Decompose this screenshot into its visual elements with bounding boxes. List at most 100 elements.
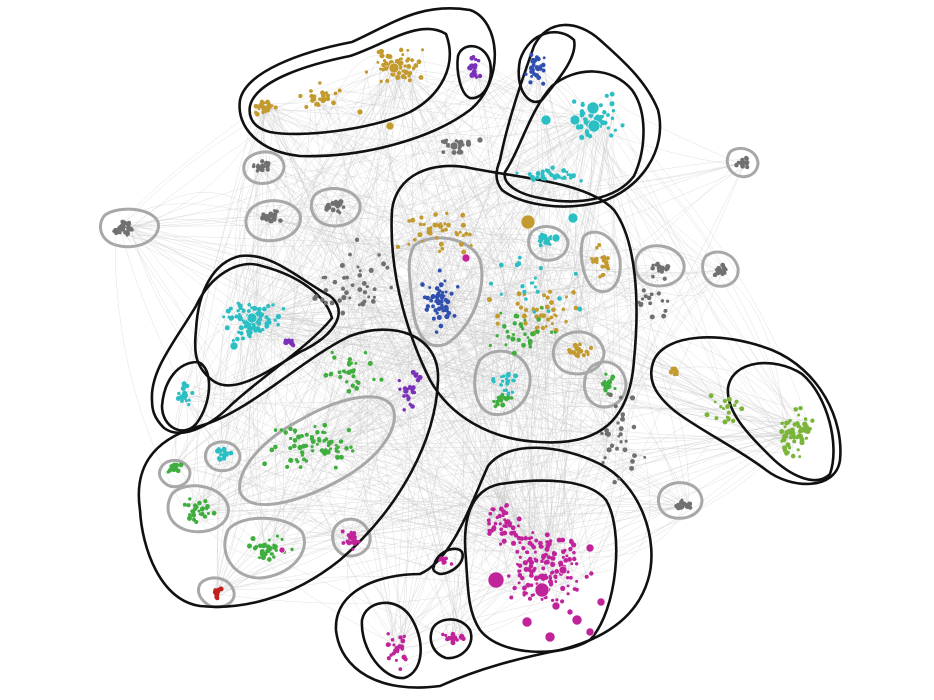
node-blue bbox=[541, 81, 546, 86]
hub-node-magenta bbox=[558, 565, 568, 575]
node-green bbox=[540, 306, 544, 310]
node-magenta bbox=[390, 638, 395, 642]
node-green bbox=[259, 551, 265, 557]
node-green bbox=[178, 462, 184, 468]
node-cyan bbox=[535, 175, 540, 180]
node-gray bbox=[603, 456, 607, 460]
node-gold bbox=[440, 228, 445, 233]
node-green bbox=[202, 514, 208, 519]
node-cyan bbox=[224, 325, 230, 331]
node-green bbox=[521, 327, 525, 331]
node-light_green bbox=[784, 420, 790, 426]
node-green bbox=[323, 372, 329, 378]
node-gold bbox=[603, 260, 609, 265]
node-cyan bbox=[491, 377, 496, 381]
node-light_green bbox=[795, 435, 800, 440]
node-gold bbox=[410, 217, 416, 223]
node-gray bbox=[612, 480, 617, 485]
node-blue bbox=[449, 291, 454, 296]
node-magenta bbox=[351, 537, 356, 542]
node-green bbox=[272, 545, 277, 550]
node-green bbox=[549, 330, 554, 334]
node-gold bbox=[264, 100, 268, 104]
node-green bbox=[275, 534, 279, 538]
node-green bbox=[349, 369, 354, 374]
node-magenta bbox=[565, 554, 569, 558]
node-green bbox=[492, 399, 496, 403]
node-magenta bbox=[566, 584, 570, 588]
node-gold bbox=[412, 237, 417, 242]
node-cyan bbox=[225, 453, 229, 457]
node-magenta bbox=[507, 574, 511, 578]
node-green bbox=[606, 379, 613, 385]
node-magenta bbox=[441, 561, 446, 565]
node-cyan bbox=[609, 133, 614, 138]
node-gray bbox=[129, 227, 133, 231]
node-green bbox=[310, 449, 315, 453]
node-magenta bbox=[569, 575, 573, 580]
node-light_green bbox=[799, 440, 805, 446]
node-blue bbox=[531, 63, 536, 67]
node-purple bbox=[397, 378, 401, 383]
node-magenta bbox=[560, 585, 566, 591]
node-gray bbox=[367, 295, 371, 299]
node-gray bbox=[336, 209, 340, 213]
node-blue bbox=[452, 313, 457, 318]
node-blue bbox=[439, 284, 443, 288]
node-gold bbox=[437, 223, 444, 229]
node-magenta bbox=[549, 582, 554, 586]
node-cyan bbox=[180, 385, 186, 391]
node-light_green bbox=[726, 410, 731, 415]
node-magenta bbox=[540, 575, 546, 581]
hub-node-gold bbox=[385, 121, 395, 131]
node-gray bbox=[345, 275, 350, 280]
node-light_green bbox=[792, 439, 797, 444]
node-cyan bbox=[561, 168, 567, 174]
node-gold bbox=[590, 257, 594, 261]
node-gold bbox=[379, 53, 385, 59]
node-gold bbox=[460, 222, 466, 228]
node-green bbox=[186, 503, 191, 508]
node-gray bbox=[649, 314, 655, 320]
node-green bbox=[298, 465, 303, 469]
node-gold bbox=[381, 62, 386, 68]
node-green bbox=[351, 374, 356, 379]
node-cyan bbox=[565, 170, 569, 174]
node-magenta bbox=[544, 559, 550, 565]
node-magenta bbox=[519, 536, 525, 541]
node-green bbox=[309, 434, 313, 438]
node-magenta bbox=[517, 581, 521, 585]
node-cyan bbox=[237, 330, 241, 334]
node-purple bbox=[472, 65, 478, 70]
node-gray bbox=[334, 199, 338, 204]
node-gold bbox=[420, 48, 425, 52]
node-green bbox=[324, 437, 329, 441]
node-cyan bbox=[579, 134, 585, 140]
node-green bbox=[182, 502, 187, 507]
node-green bbox=[326, 444, 331, 448]
node-magenta bbox=[501, 510, 507, 516]
node-gold bbox=[495, 313, 501, 319]
node-gray bbox=[313, 294, 319, 300]
node-gray bbox=[465, 139, 471, 145]
node-gray bbox=[640, 301, 644, 306]
node-gold bbox=[460, 212, 466, 218]
node-magenta bbox=[507, 523, 512, 528]
node-gray bbox=[663, 308, 668, 313]
node-cyan bbox=[515, 171, 519, 175]
node-magenta bbox=[501, 538, 507, 544]
node-gold bbox=[435, 223, 440, 227]
node-light_green bbox=[722, 398, 728, 404]
node-blue bbox=[532, 71, 536, 76]
node-magenta bbox=[392, 643, 396, 647]
node-cyan bbox=[502, 388, 506, 393]
major-outline-cyan-left-small bbox=[160, 360, 211, 432]
node-blue bbox=[431, 316, 436, 321]
minor-outline-center-green bbox=[583, 360, 628, 409]
node-green bbox=[610, 376, 615, 381]
major-outline-magenta-small-c bbox=[431, 547, 464, 576]
node-gray bbox=[601, 460, 605, 465]
node-gold bbox=[304, 105, 309, 109]
node-cyan bbox=[579, 179, 583, 183]
node-cyan bbox=[190, 390, 195, 396]
